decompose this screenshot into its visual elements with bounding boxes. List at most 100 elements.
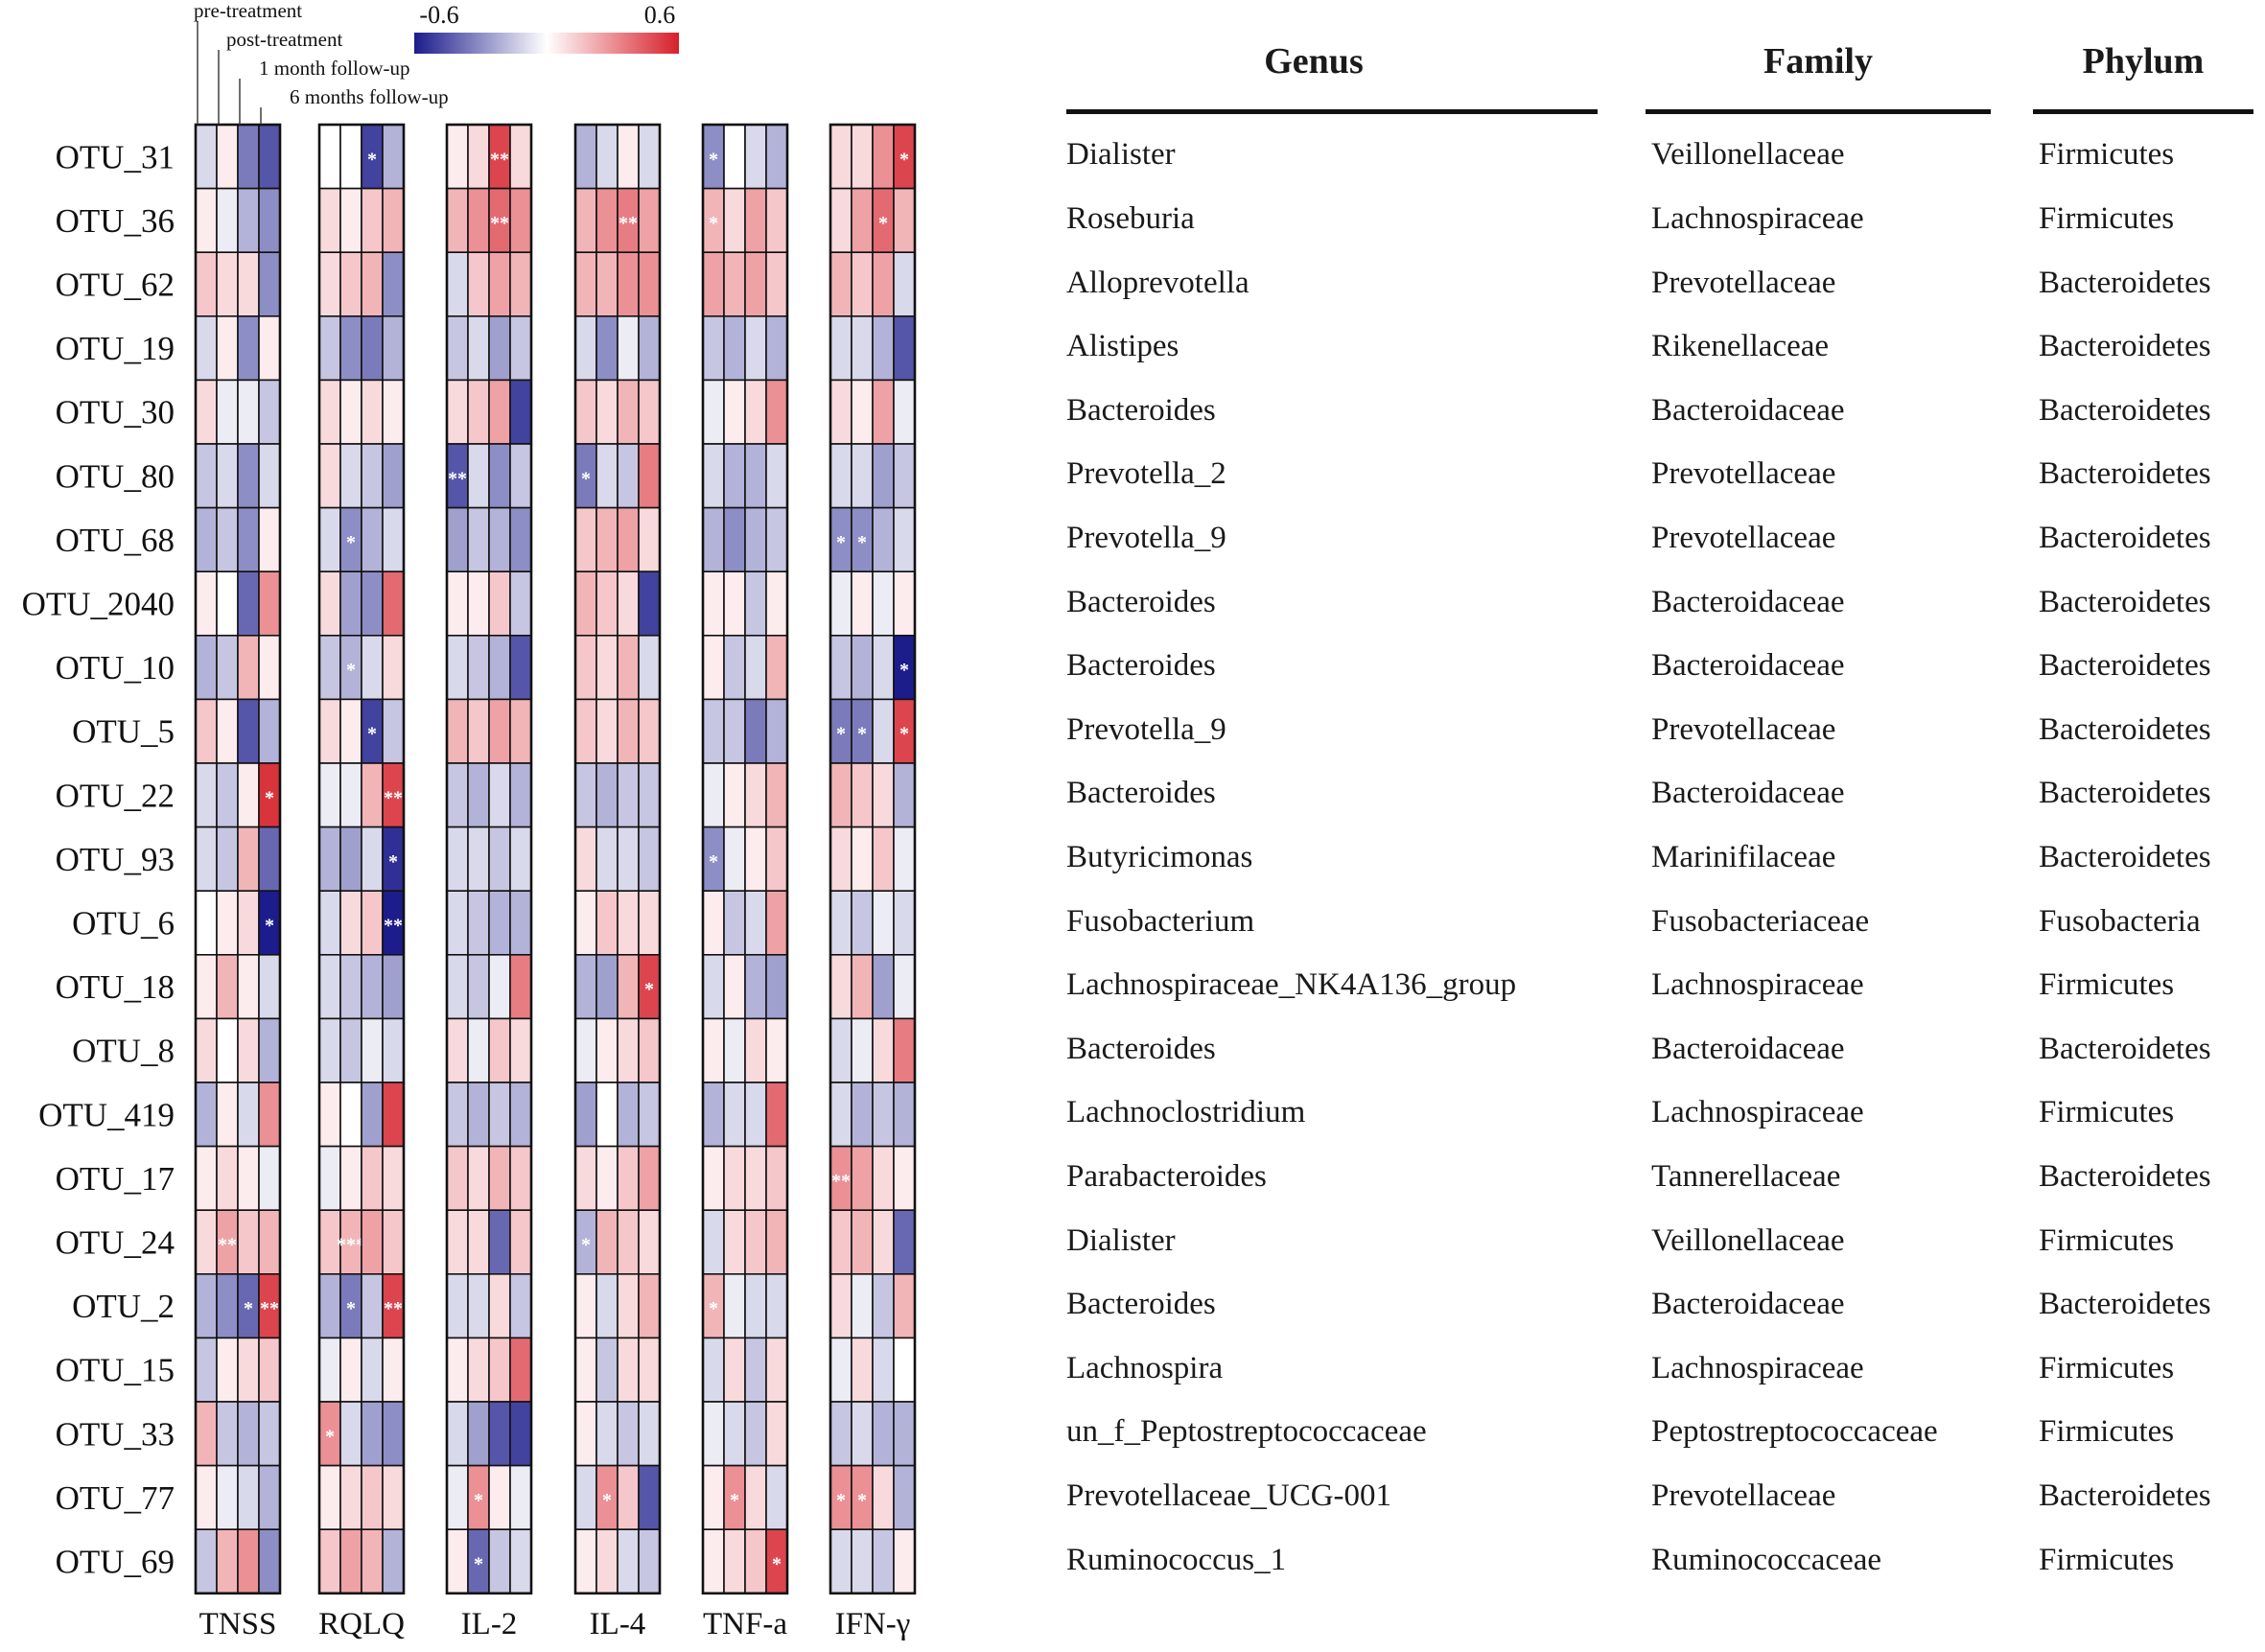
family-cell: Lachnospiraceae [1651,200,1864,236]
family-cell: Prevotellaceae [1651,711,1836,747]
row-label: OTU_5 [72,713,175,751]
group-label: TNSS [199,1607,277,1641]
significance-mark: ** [384,787,403,808]
row-label: OTU_77 [56,1479,175,1517]
family-cell: Bacteroidaceae [1651,648,1845,684]
row-label: OTU_33 [56,1415,175,1453]
significance-mark: ** [448,468,467,489]
row-label: OTU_2040 [22,586,175,623]
significance-mark: * [836,532,846,553]
genus-cell: Bacteroides [1066,776,1216,811]
row-label: OTU_18 [56,968,175,1006]
phylum-cell: Bacteroidetes [2039,648,2211,684]
phylum-cell: Bacteroidetes [2039,456,2211,492]
genus-cell: Bacteroides [1066,584,1216,619]
group-frame [317,123,406,1595]
significance-mark: * [644,979,654,1000]
row-label: OTU_30 [56,394,175,431]
phylum-cell: Firmicutes [2039,967,2175,1003]
genus-cell: Prevotella_9 [1066,711,1226,747]
row-label: OTU_17 [56,1160,175,1198]
family-cell: Prevotellaceae [1651,520,1836,555]
significance-mark: * [857,724,867,745]
row-label: OTU_419 [38,1096,175,1133]
significance-mark: ** [619,213,638,234]
genus-cell: Ruminococcus_1 [1066,1542,1287,1577]
phylum-header-rule [2033,109,2253,114]
significance-mark: * [346,660,356,681]
phylum-cell: Bacteroidetes [2039,584,2211,619]
genus-cell: Bacteroides [1066,1287,1216,1322]
genus-cell: Prevotella_2 [1066,456,1226,492]
row-label: OTU_31 [56,138,175,175]
genus-cell: Bacteroides [1066,648,1216,684]
phylum-cell: Firmicutes [2039,1542,2175,1577]
family-cell: Tannerellaceae [1651,1158,1841,1194]
significance-mark: * [581,468,591,489]
significance-mark: * [346,1298,356,1319]
family-cell: Bacteroidaceae [1651,392,1845,428]
genus-cell: Roseburia [1066,200,1195,236]
family-cell: Bacteroidaceae [1651,776,1845,811]
row-label: OTU_8 [72,1033,175,1070]
genus-cell: Fusobacterium [1066,903,1255,939]
family-header: Family [1763,41,1873,81]
significance-mark: * [730,1490,739,1511]
timepoint-label: pre-treatment [194,0,302,22]
timepoint-label: 1 month follow-up [259,57,410,80]
family-header-rule [1646,109,1991,114]
phylum-cell: Bacteroidetes [2039,776,2211,811]
row-label: OTU_68 [56,522,175,559]
phylum-cell: Firmicutes [2039,137,2175,173]
family-cell: Peptostreptococcaceae [1651,1414,1938,1450]
timepoint-label: post-treatment [226,28,342,51]
genus-cell: Butyricimonas [1066,839,1253,874]
group-frame [573,123,662,1595]
family-cell: Bacteroidaceae [1651,584,1845,619]
significance-mark: * [244,1298,253,1319]
significance-mark: * [709,149,718,170]
legend-max-label: 0.6 [644,1,676,29]
phylum-cell: Firmicutes [2039,1350,2175,1385]
legend-min-label: -0.6 [419,1,458,29]
significance-mark: * [836,1490,846,1511]
phylum-cell: Bacteroidetes [2039,711,2211,747]
genus-cell: Dialister [1066,137,1176,173]
row-label: OTU_80 [56,457,175,495]
group-frame [445,123,533,1595]
significance-mark: *** [337,1235,365,1256]
significance-mark: * [602,1490,612,1511]
family-cell: Lachnospiraceae [1651,967,1864,1003]
phylum-cell: Bacteroidetes [2039,329,2211,364]
significance-mark: ** [218,1235,237,1256]
significance-mark: ** [384,1298,403,1319]
row-label: OTU_24 [56,1224,175,1262]
significance-mark: * [474,1490,483,1511]
significance-mark: * [265,916,274,937]
genus-cell: Lachnospira [1066,1350,1224,1385]
timepoint-label: 6 months follow-up [290,85,449,108]
significance-mark: ** [490,149,509,170]
phylum-cell: Bacteroidetes [2039,1031,2211,1066]
significance-mark: * [899,660,909,681]
significance-mark: * [709,213,718,234]
significance-mark: * [772,1554,782,1575]
significance-mark: * [899,149,909,170]
genus-cell: Prevotellaceae_UCG-001 [1066,1477,1392,1513]
family-cell: Veillonellaceae [1651,137,1845,173]
legend-colorbar [414,33,679,54]
row-label: OTU_10 [56,649,175,686]
significance-mark: * [346,532,356,553]
phylum-cell: Firmicutes [2039,1095,2175,1130]
row-label: OTU_93 [56,841,175,878]
significance-mark: * [899,724,909,745]
phylum-cell: Firmicutes [2039,1414,2175,1450]
row-label: OTU_19 [56,330,175,367]
phylum-cell: Bacteroidetes [2039,265,2211,300]
genus-header: Genus [1264,41,1364,81]
group-frame [829,123,917,1595]
genus-cell: Alloprevotella [1066,265,1249,300]
significance-mark: ** [260,1298,279,1319]
